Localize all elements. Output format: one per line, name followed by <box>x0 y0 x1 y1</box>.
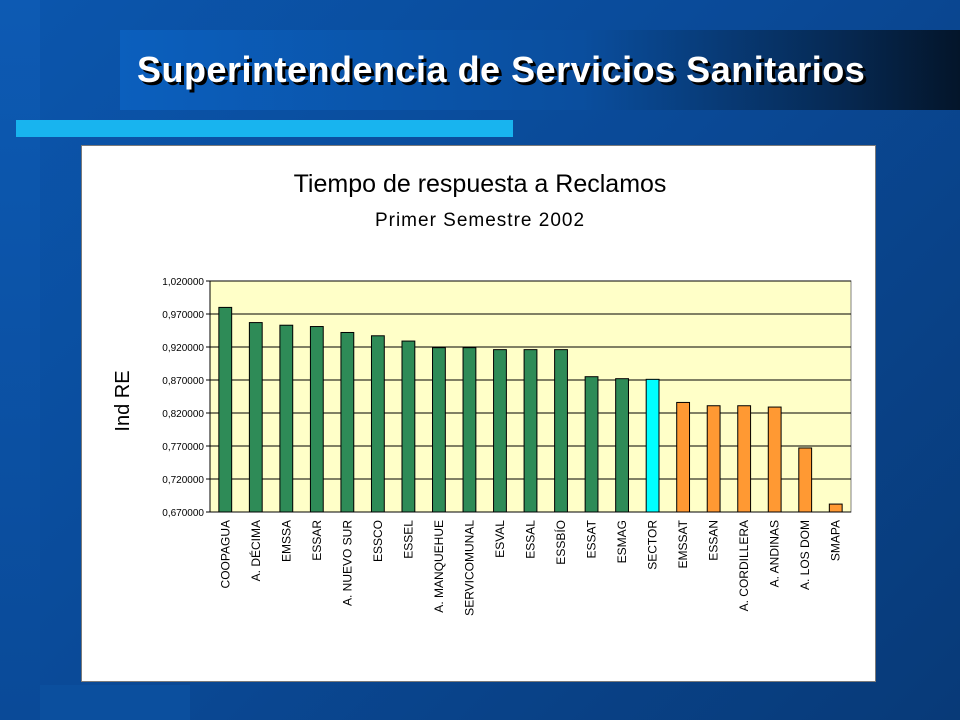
x-tick-label: ESSAT <box>585 519 599 558</box>
left-decor-strip <box>0 0 40 720</box>
chart-subtitle: Primer Semestre 2002 <box>375 210 585 231</box>
x-tick-label: ESMAG <box>615 520 629 563</box>
x-tick-label: ESVAL <box>493 520 507 558</box>
bar <box>767 406 782 513</box>
chart-panel: Tiempo de respuesta a Reclamos Primer Se… <box>81 145 876 682</box>
lower-decor-band <box>40 685 190 720</box>
x-tick-label: A. ANDINAS <box>768 520 782 587</box>
y-tick-label: 0,820000 <box>162 409 204 420</box>
y-tick-label: 0,770000 <box>162 442 204 453</box>
bar <box>706 405 721 513</box>
y-tick-label: 0,970000 <box>162 310 204 321</box>
bar <box>584 376 599 513</box>
bar <box>462 347 477 513</box>
x-tick-label: A. DÉCIMA <box>248 520 263 581</box>
bar <box>554 349 568 513</box>
accent-bar <box>16 120 513 137</box>
bar <box>279 324 294 513</box>
y-axis-ticks: 1,020000 0,970000 0,920000 0,870000 0,820000… <box>162 277 211 519</box>
bar <box>432 347 446 513</box>
x-tick-label: A. MANQUEHUE <box>432 520 446 613</box>
bar <box>615 378 629 513</box>
bar <box>523 349 538 513</box>
x-tick-label: ESSCO <box>371 520 385 562</box>
bar <box>737 405 752 513</box>
x-tick-label: A. CORDILLERA <box>737 520 751 611</box>
x-tick-label: ESSBÍO <box>553 520 568 565</box>
x-tick-label: EMSSAT <box>676 519 690 568</box>
y-tick-label: 1,020000 <box>162 277 204 288</box>
x-tick-label: ESSAN <box>707 520 721 561</box>
y-tick-label: 0,920000 <box>162 343 204 354</box>
bar <box>248 322 263 513</box>
x-axis-labels: COOPAGUA A. DÉCIMA EMSSA ESSAR A. NUEVO SUR E… <box>218 519 842 615</box>
bar <box>340 331 355 513</box>
chart-title: Tiempo de respuesta a Reclamos <box>294 170 667 198</box>
bar <box>370 335 385 513</box>
x-tick-label: ESSAL <box>524 520 538 559</box>
x-tick-label: ESSAR <box>310 520 324 561</box>
bar <box>401 340 416 513</box>
y-tick-label: 0,720000 <box>162 475 204 486</box>
y-tick-label: 0,870000 <box>162 376 204 387</box>
bar <box>309 326 324 513</box>
x-tick-label: ESSEL <box>401 520 415 559</box>
bar <box>676 401 691 513</box>
bar <box>645 378 660 513</box>
x-tick-label: SECTOR <box>646 520 660 570</box>
bars <box>218 306 843 513</box>
header-bar <box>120 30 960 110</box>
x-tick-label: A. NUEVO SUR <box>340 520 354 606</box>
page-title: Superintendencia de Servicios Sanitarios <box>137 49 866 90</box>
x-tick-label: EMSSA <box>279 520 293 562</box>
bar <box>218 306 233 513</box>
x-tick-label: SERVICOMUNAL <box>462 520 476 616</box>
bar <box>828 503 843 513</box>
x-tick-label: COOPAGUA <box>218 520 232 588</box>
y-axis-label: Ind RE <box>112 370 134 431</box>
y-tick-label: 0,670000 <box>162 508 204 519</box>
bar <box>798 447 813 513</box>
bar-chart: Tiempo de respuesta a Reclamos Primer Se… <box>112 170 852 616</box>
bar <box>493 349 507 513</box>
x-tick-label: SMAPA <box>829 520 843 561</box>
x-tick-label: A. LOS DOM <box>798 520 812 590</box>
